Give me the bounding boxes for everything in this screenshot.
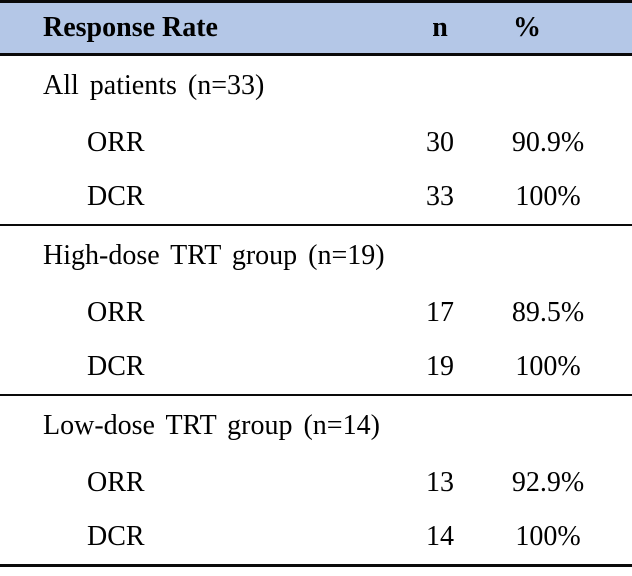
header-n: n xyxy=(432,12,448,43)
section-all-patients: All patients (n=33) ORR 30 90.9% DCR 33 … xyxy=(0,56,632,226)
table-row: DCR 19 100% xyxy=(0,340,632,394)
section-title-row: High-dose TRT group (n=19) xyxy=(0,226,632,286)
header-percent-label: % xyxy=(513,12,541,43)
section-title-row: All patients (n=33) xyxy=(0,56,632,116)
row-pct-value: 92.9% xyxy=(511,467,585,498)
section-title: All patients (n=33) xyxy=(43,70,265,101)
section-high-dose: High-dose TRT group (n=19) ORR 17 89.5% … xyxy=(0,226,632,396)
row-n-value: 19 xyxy=(426,351,454,382)
row-n-value: 17 xyxy=(426,297,454,328)
row-label: DCR xyxy=(87,181,145,212)
section-title: Low-dose TRT group (n=14) xyxy=(43,410,380,441)
row-pct-value: 100% xyxy=(515,521,581,552)
row-pct-value: 89.5% xyxy=(511,297,585,328)
table-row: ORR 30 90.9% xyxy=(0,116,632,170)
header-response-rate: Response Rate xyxy=(43,12,218,43)
row-label: ORR xyxy=(87,127,145,158)
row-label: ORR xyxy=(87,297,145,328)
table-row: DCR 33 100% xyxy=(0,170,632,224)
table-row: ORR 13 92.9% xyxy=(0,456,632,510)
row-n-value: 33 xyxy=(426,181,454,212)
header-percent: % xyxy=(478,12,618,44)
row-n-value: 14 xyxy=(426,521,454,552)
section-low-dose: Low-dose TRT group (n=14) ORR 13 92.9% D… xyxy=(0,396,632,567)
row-label: ORR xyxy=(87,467,145,498)
row-pct-value: 100% xyxy=(515,351,581,382)
table-header-row: Response Rate n % xyxy=(0,0,632,56)
section-title: High-dose TRT group (n=19) xyxy=(43,240,385,271)
table-row: DCR 14 100% xyxy=(0,510,632,564)
row-n-value: 30 xyxy=(426,127,454,158)
row-n-value: 13 xyxy=(426,467,454,498)
row-label: DCR xyxy=(87,351,145,382)
table-row: ORR 17 89.5% xyxy=(0,286,632,340)
row-pct-value: 100% xyxy=(515,181,581,212)
section-title-row: Low-dose TRT group (n=14) xyxy=(0,396,632,456)
row-label: DCR xyxy=(87,521,145,552)
row-pct-value: 90.9% xyxy=(511,127,585,158)
